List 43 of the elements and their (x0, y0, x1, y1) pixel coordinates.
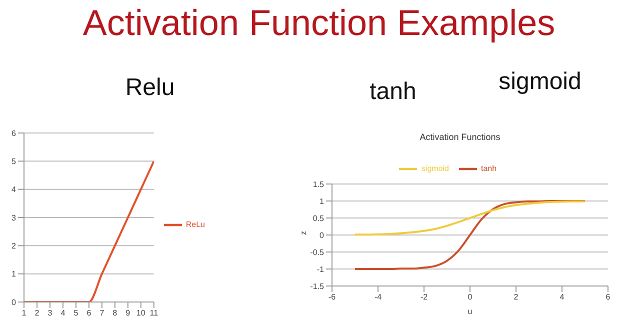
y-tick-label: 0 (320, 230, 325, 240)
x-axis-title: u (468, 307, 472, 316)
y-tick-label: -1.5 (310, 282, 325, 291)
line-series (354, 200, 586, 270)
x-tick-label: -2 (420, 292, 428, 302)
x-tick-label: 2 (514, 292, 519, 302)
x-tick-label: 9 (126, 308, 131, 318)
chart-title: Activation Functions (418, 132, 502, 142)
y-tick-label: 6 (12, 128, 17, 138)
x-tick-label: 11 (150, 308, 159, 318)
y-tick-label: 2 (12, 242, 17, 251)
x-tick-label: 2 (34, 308, 40, 318)
x-tick-label: 7 (100, 308, 105, 318)
legend-label: tanh (481, 164, 497, 174)
x-tick-label: 3 (48, 308, 53, 318)
text: Activation Function Examples (82, 2, 556, 44)
y-tick-label: -1 (316, 264, 325, 274)
x-tick-label: 0 (468, 292, 473, 302)
x-tick-label: 10 (136, 308, 146, 318)
y-tick-label: 5 (12, 157, 17, 166)
y-tick-label: 3 (12, 213, 17, 222)
legend-label: sigmoid (421, 164, 449, 174)
x-tick-label: 6 (86, 308, 92, 318)
x-tick-label: 5 (74, 308, 79, 318)
y-tick-label: 1 (320, 196, 325, 206)
x-tick-label: -4 (374, 292, 382, 302)
y-tick-label: 1 (12, 270, 17, 279)
y-tick-label: 4 (12, 185, 17, 194)
y-axis-title: z (298, 231, 308, 235)
x-tick-label: 4 (60, 308, 66, 318)
x-tick-label: 1 (22, 308, 27, 318)
x-tick-label: 8 (112, 308, 118, 318)
y-tick-label: -0.5 (310, 248, 325, 257)
legend-label: ReLu (186, 220, 205, 230)
x-tick-label: 6 (606, 292, 611, 302)
y-tick-label: 0.5 (312, 214, 325, 223)
line-series (354, 200, 586, 236)
chart-subtitle: Relu (124, 74, 176, 102)
text: sigmoid (498, 68, 582, 96)
text: tanh (368, 78, 418, 106)
y-tick-label: 1.5 (312, 180, 325, 189)
x-tick-label: 4 (560, 292, 565, 302)
x-tick-label: -6 (328, 292, 336, 302)
